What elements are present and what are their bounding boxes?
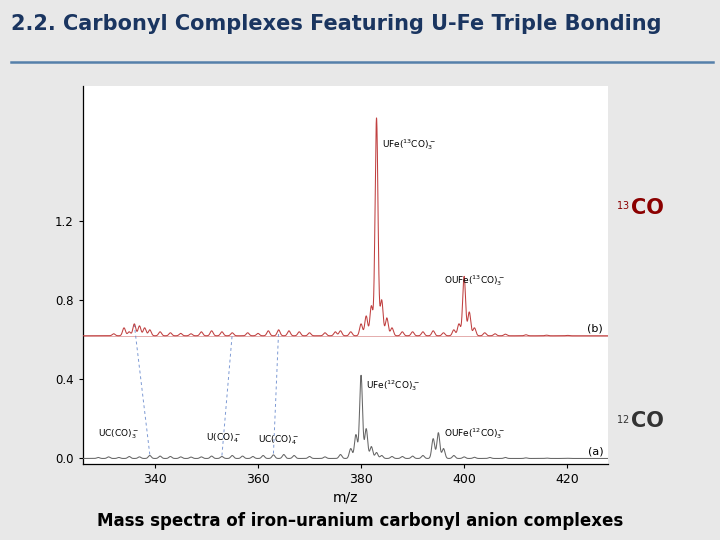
Text: Mass spectra of iron–uranium carbonyl anion complexes: Mass spectra of iron–uranium carbonyl an… — [97, 512, 623, 530]
Text: $^{13}$: $^{13}$ — [616, 201, 629, 215]
Text: OUFe($^{13}$CO)$_3^-$: OUFe($^{13}$CO)$_3^-$ — [444, 273, 504, 288]
Text: OUFe($^{12}$CO)$_3^-$: OUFe($^{12}$CO)$_3^-$ — [444, 426, 504, 441]
Text: (a): (a) — [588, 447, 603, 456]
Text: UC(CO)$_3^-$: UC(CO)$_3^-$ — [99, 427, 140, 441]
X-axis label: m/z: m/z — [333, 491, 359, 504]
Text: $^{12}$: $^{12}$ — [616, 414, 629, 428]
Text: UFe($^{13}$CO)$_3^-$: UFe($^{13}$CO)$_3^-$ — [382, 137, 436, 152]
Text: UFe($^{12}$CO)$_3^-$: UFe($^{12}$CO)$_3^-$ — [366, 378, 420, 393]
Text: UC(CO)$_4^-$: UC(CO)$_4^-$ — [258, 433, 300, 447]
Text: 2.2. Carbonyl Complexes Featuring U-Fe Triple Bonding: 2.2. Carbonyl Complexes Featuring U-Fe T… — [11, 14, 661, 34]
Text: CO: CO — [631, 198, 665, 218]
Text: U(CO)$_4^-$: U(CO)$_4^-$ — [207, 431, 241, 444]
Text: CO: CO — [631, 411, 665, 431]
Text: (b): (b) — [588, 324, 603, 334]
